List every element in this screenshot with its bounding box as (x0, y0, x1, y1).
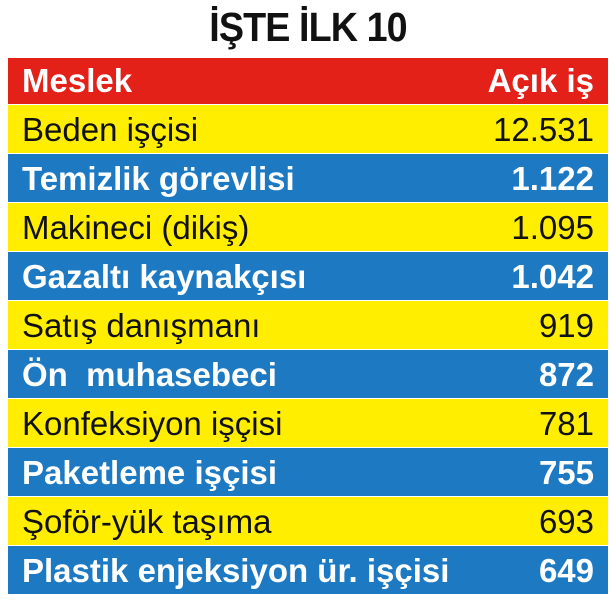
row-occupation: Konfeksiyon işçisi (22, 404, 283, 442)
table-row: Satış danışmanı 919 (8, 300, 608, 349)
table-row: Makineci (dikiş) 1.095 (8, 202, 608, 251)
jobs-table: Meslek Açık iş Beden işçisi 12.531 Temiz… (8, 58, 608, 598)
table-row: Beden işçisi 12.531 (8, 104, 608, 153)
table-header: Meslek Açık iş (8, 58, 608, 104)
table-row: Gazaltı kaynakçısı 1.042 (8, 251, 608, 300)
row-occupation: Satış danışmanı (22, 306, 261, 344)
row-value: 693 (538, 502, 594, 540)
table-row: Konfeksiyon işçisi 781 (8, 398, 608, 447)
row-value: 649 (538, 551, 594, 589)
header-occupation: Meslek (22, 62, 133, 99)
table-row: Paketleme işçisi 755 (8, 447, 608, 496)
row-occupation: Paketleme işçisi (22, 453, 278, 491)
row-value: 1.095 (511, 208, 594, 246)
row-value: 755 (538, 453, 594, 491)
row-occupation: Gazaltı kaynakçısı (22, 257, 307, 295)
header-open-jobs: Açık iş (487, 62, 594, 99)
row-value: 1.042 (511, 257, 594, 295)
table-row: Plastik enjeksiyon ür. işçisi 649 (8, 545, 608, 594)
row-value: 1.122 (511, 159, 594, 197)
row-occupation: Beden işçisi (22, 110, 199, 148)
table-row: Temizlik görevlisi 1.122 (8, 153, 608, 202)
row-value: 872 (538, 355, 594, 393)
row-occupation: Makineci (dikiş) (22, 208, 250, 246)
table-row: Şoför-yük taşıma 693 (8, 496, 608, 545)
row-occupation: Ön muhasebeci (22, 355, 277, 393)
table-row: Ön muhasebeci 872 (8, 349, 608, 398)
row-value: 781 (538, 404, 594, 442)
row-value: 919 (538, 306, 594, 344)
chart-title: İŞTE İLK 10 (209, 4, 407, 50)
row-occupation: Temizlik görevlisi (22, 159, 295, 197)
row-occupation: Şoför-yük taşıma (22, 502, 272, 540)
row-occupation: Plastik enjeksiyon ür. işçisi (22, 551, 450, 589)
row-value: 12.531 (493, 110, 594, 148)
